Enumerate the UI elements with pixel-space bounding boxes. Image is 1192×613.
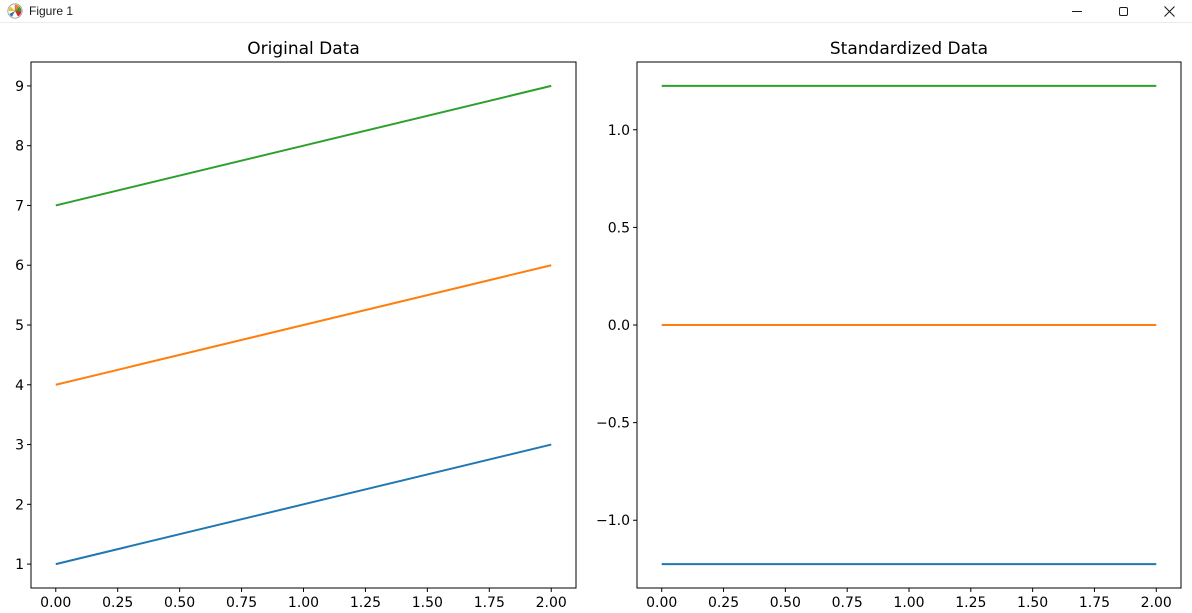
minimize-button[interactable]	[1054, 0, 1100, 22]
x-tick-label: 0.25	[102, 595, 133, 611]
close-button[interactable]	[1146, 0, 1192, 22]
data-line-green-series	[55, 84, 552, 207]
y-tick-label: 4	[15, 378, 24, 394]
window-titlebar[interactable]: Figure 1	[0, 0, 1192, 23]
y-tick-label: 8	[15, 139, 24, 155]
maximize-icon	[1118, 6, 1128, 16]
y-tick-label: 6	[15, 258, 24, 274]
y-tick-label: 5	[15, 318, 24, 334]
y-tick-label: 7	[15, 198, 24, 214]
figure-canvas: Original Data 0.00 0.25 0.50 0.75 1.00 1.25 1.5…	[0, 23, 1192, 613]
matplotlib-logo-icon	[7, 3, 23, 19]
x-tick-label: 1.00	[893, 595, 924, 611]
original-data-chart: Original Data 0.00 0.25 0.50 0.75 1.00 1.25 1.5…	[15, 39, 577, 611]
y-tick-label: −0.5	[596, 416, 630, 432]
y-tick-label: 2	[15, 497, 24, 513]
y-tick-label: 1	[15, 557, 24, 573]
y-tick-label: −1.0	[596, 513, 630, 529]
minimize-icon	[1072, 10, 1082, 12]
x-tick-label: 0.75	[832, 595, 863, 611]
x-tick-label: 0.50	[164, 595, 195, 611]
x-tick-label: 0.00	[40, 595, 71, 611]
x-tick-label: 1.75	[1079, 595, 1110, 611]
x-tick-label: 0.25	[708, 595, 739, 611]
x-tick-label: 2.00	[1141, 595, 1172, 611]
y-tick-label: 1.0	[608, 123, 630, 139]
window-controls	[1054, 0, 1192, 22]
chart-title: Standardized Data	[830, 39, 988, 59]
maximize-button[interactable]	[1100, 0, 1146, 22]
y-tick-label: 3	[15, 438, 24, 454]
chart-title: Original Data	[247, 39, 360, 59]
close-icon	[1163, 5, 1175, 17]
x-tick-label: 1.50	[1017, 595, 1048, 611]
data-line-orange-series	[55, 264, 552, 386]
x-tick-label: 1.50	[412, 595, 443, 611]
standardized-data-chart: Standardized Data 0.00 0.25 0.50 0.75 1.00 1.2…	[596, 39, 1182, 611]
y-tick-label: 0.5	[608, 220, 630, 236]
x-tick-label: 1.25	[350, 595, 381, 611]
x-tick-label: 1.25	[955, 595, 986, 611]
y-tick-label: 9	[15, 79, 24, 95]
x-tick-label: 1.75	[474, 595, 505, 611]
x-tick-label: 2.00	[536, 595, 567, 611]
y-tick-label: 0.0	[608, 318, 630, 334]
data-line-blue-series	[55, 443, 552, 566]
x-tick-label: 1.00	[288, 595, 319, 611]
x-tick-label: 0.00	[646, 595, 677, 611]
x-tick-label: 0.50	[770, 595, 801, 611]
plot-border	[30, 61, 577, 589]
plot-border	[636, 61, 1182, 589]
x-tick-label: 0.75	[226, 595, 257, 611]
window-title: Figure 1	[29, 4, 74, 18]
